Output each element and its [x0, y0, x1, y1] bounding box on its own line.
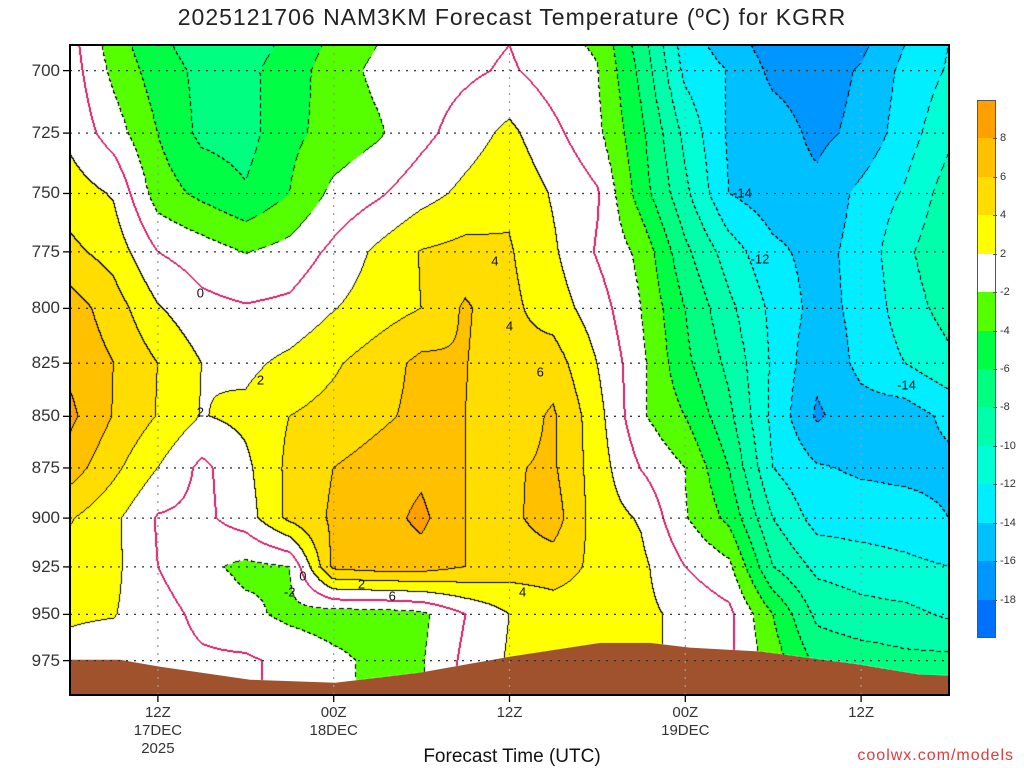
colorbar-bin [977, 292, 996, 332]
colorbar-label: -16 [1000, 555, 1016, 568]
contour-label: 0 [299, 568, 307, 584]
y-tick-label: 975 [31, 650, 60, 670]
x-tick-line: 17DEC [133, 722, 183, 739]
y-tick-label: 850 [31, 406, 60, 426]
contour-label: 6 [536, 364, 544, 380]
gridlines [63, 45, 949, 702]
y-tick-label: 900 [31, 508, 60, 528]
y-tick-label: 875 [31, 457, 60, 477]
colorbar-bin [977, 599, 996, 639]
temperature-field [70, 45, 949, 695]
colorbar-bin [977, 253, 996, 293]
y-tick-label: 800 [31, 298, 60, 318]
x-tick-line: 12Z [144, 704, 171, 721]
contour-label: 4 [505, 318, 514, 334]
colorbar-bin [977, 100, 996, 139]
colorbar-label: 4 [1000, 209, 1007, 222]
colorbar-label: -14 [1000, 516, 1016, 529]
colorbar-label: 2 [1000, 247, 1007, 260]
contour-label: 2 [196, 404, 204, 420]
colorbar-label: -10 [1000, 439, 1016, 452]
contour-label: 4 [491, 253, 499, 269]
plot-frame [69, 44, 950, 696]
x-tick-line: 12Z [496, 704, 523, 721]
y-tick-label: 775 [31, 241, 60, 261]
terrain-ground [70, 642, 949, 695]
chart-title: 2025121706 NAM3KM Forecast Temperature (… [177, 4, 847, 30]
y-tick-label: 950 [31, 604, 60, 624]
y-tick-label: 825 [31, 353, 60, 373]
x-tick-label: 12Z [465, 704, 555, 722]
x-tick-line: 12Z [848, 704, 875, 721]
colorbar-bin [977, 484, 996, 524]
colorbar-bin [977, 407, 996, 447]
colorbar-bin [977, 215, 996, 255]
y-tick-label: 700 [31, 60, 60, 80]
x-tick-label: 12Z 17DEC 2025 [113, 704, 203, 758]
colorbar-label: -4 [1000, 324, 1010, 337]
contour-label: 4 [519, 584, 527, 600]
colorbar-label: 8 [1000, 132, 1007, 145]
colorbar-bin [977, 561, 996, 601]
colorbar-label: -12 [1000, 478, 1016, 491]
colorbar-label: -8 [1000, 401, 1010, 414]
contour-label: 2 [256, 372, 265, 388]
y-tick-label: 750 [31, 183, 60, 203]
contour-label: -2 [283, 584, 296, 600]
colorbar-bin [977, 330, 996, 370]
x-tick-label: 00Z 19DEC [640, 704, 730, 740]
contour-label: -14 [733, 185, 752, 201]
contour-label: -12 [750, 251, 770, 267]
x-tick-line: 2025 [141, 740, 175, 757]
colorbar-bin [977, 176, 996, 216]
colorbar-label: -6 [1000, 363, 1010, 375]
x-tick-line: 00Z [320, 704, 347, 721]
colorbar-bin [977, 445, 996, 485]
x-tick-line: 18DEC [309, 722, 358, 739]
credit-link[interactable]: coolwx.com/models [857, 747, 1014, 764]
x-tick-line: 00Z [672, 704, 699, 721]
y-tick-label: 725 [31, 123, 60, 143]
x-tick-label: 00Z 18DEC [289, 704, 379, 740]
contour-label: 0 [196, 285, 204, 301]
colorbar-bin [977, 138, 996, 178]
colorbar-label: 6 [1000, 170, 1007, 183]
colorbar-label: -2 [1000, 286, 1010, 299]
x-tick-line: 19DEC [661, 722, 710, 739]
colorbar-bin [977, 369, 996, 408]
contour-label: 6 [388, 588, 396, 604]
y-tick-label: 925 [31, 556, 60, 576]
colorbar-label: -18 [1000, 593, 1016, 606]
contour-label: 2 [357, 576, 366, 592]
colorbar-frame [977, 100, 996, 638]
colorbar-bin [977, 522, 996, 562]
x-tick-label: 12Z [816, 704, 906, 722]
contour-label: -14 [897, 377, 916, 393]
x-axis-label: Forecast Time (UTC) [423, 746, 601, 767]
